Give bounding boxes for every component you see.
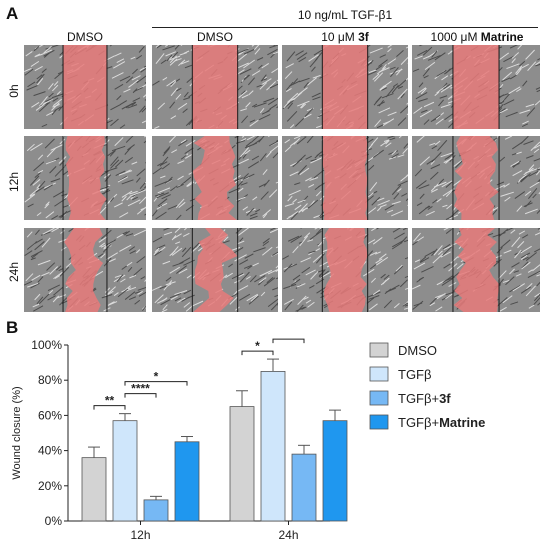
y-tick-label: 80% — [38, 373, 62, 387]
legend-label-0: DMSO — [398, 343, 437, 358]
significance-label: ** — [105, 394, 115, 408]
y-tick-label: 100% — [31, 338, 62, 352]
y-axis-title: Wound closure (%) — [11, 386, 23, 479]
treatment-header: 10 ng/mL TGF-β1 — [297, 8, 393, 22]
micrograph-12h-col4 — [412, 136, 540, 220]
bar-24h-2 — [291, 453, 317, 522]
column-header-1: DMSO — [67, 30, 103, 44]
significance-bracket — [272, 338, 305, 344]
treatment-header-line — [152, 27, 538, 28]
significance-label: * — [255, 339, 260, 353]
wound-closure-chart: 0% 20% 40% 60% 80% 100% Wound closure (%) 12h 24… — [11, 335, 485, 542]
micrograph-12h-col2 — [152, 136, 278, 220]
micrograph-0h-col3 — [282, 45, 408, 129]
bar-12h-3 — [174, 441, 200, 522]
legend-label-3: TGFβ+Matrine — [398, 415, 485, 430]
y-tick-label: 0% — [45, 514, 63, 528]
column-header-2: DMSO — [197, 30, 233, 44]
legend-label-1: TGFβ — [398, 367, 431, 382]
significance-bracket — [241, 350, 274, 356]
legend-label-2: TGFβ+3f — [398, 391, 451, 406]
y-tick-label: 60% — [38, 408, 62, 422]
significance-bracket — [124, 381, 188, 386]
micrograph-24h-col1 — [24, 228, 146, 312]
x-tick-label: 12h — [130, 528, 150, 542]
panel-b-label: B — [6, 318, 19, 337]
legend-swatch-0 — [369, 342, 389, 358]
bar-12h-0 — [81, 457, 107, 522]
bar-24h-0 — [229, 406, 255, 522]
bar-12h-1 — [112, 420, 138, 522]
significance-label: * — [154, 370, 159, 384]
column-header-3: 10 μM 3f — [321, 30, 369, 44]
bar-24h-1 — [260, 371, 286, 522]
micrograph-0h-col2 — [152, 45, 278, 129]
micrograph-24h-col3 — [282, 228, 408, 312]
micrograph-12h-col3 — [282, 136, 408, 220]
significance-bracket — [124, 393, 157, 398]
micrograph-12h-col1 — [24, 136, 146, 220]
legend-swatch-2 — [369, 390, 389, 406]
legend-swatch-1 — [369, 366, 389, 382]
column-header-4: 1000 μM Matrine — [430, 30, 524, 44]
bar-12h-2 — [143, 499, 169, 522]
y-tick-label: 40% — [38, 444, 62, 458]
micrograph-0h-col4 — [412, 45, 540, 129]
micrograph-24h-col4 — [412, 228, 540, 312]
significance-label: *** — [281, 335, 295, 341]
bar-24h-3 — [322, 420, 348, 522]
row-label-0h: 0h — [7, 84, 21, 98]
significance-bracket — [93, 405, 126, 410]
row-label-24h: 24h — [7, 261, 21, 283]
panel-a-label: A — [6, 4, 19, 23]
significance-label: **** — [131, 382, 150, 396]
micrograph-24h-col2 — [152, 228, 278, 312]
x-tick-label: 24h — [278, 528, 298, 542]
legend-swatch-3 — [369, 414, 389, 430]
row-label-12h: 12h — [7, 171, 21, 193]
micrograph-0h-col1 — [24, 45, 146, 129]
y-tick-label: 20% — [38, 479, 62, 493]
